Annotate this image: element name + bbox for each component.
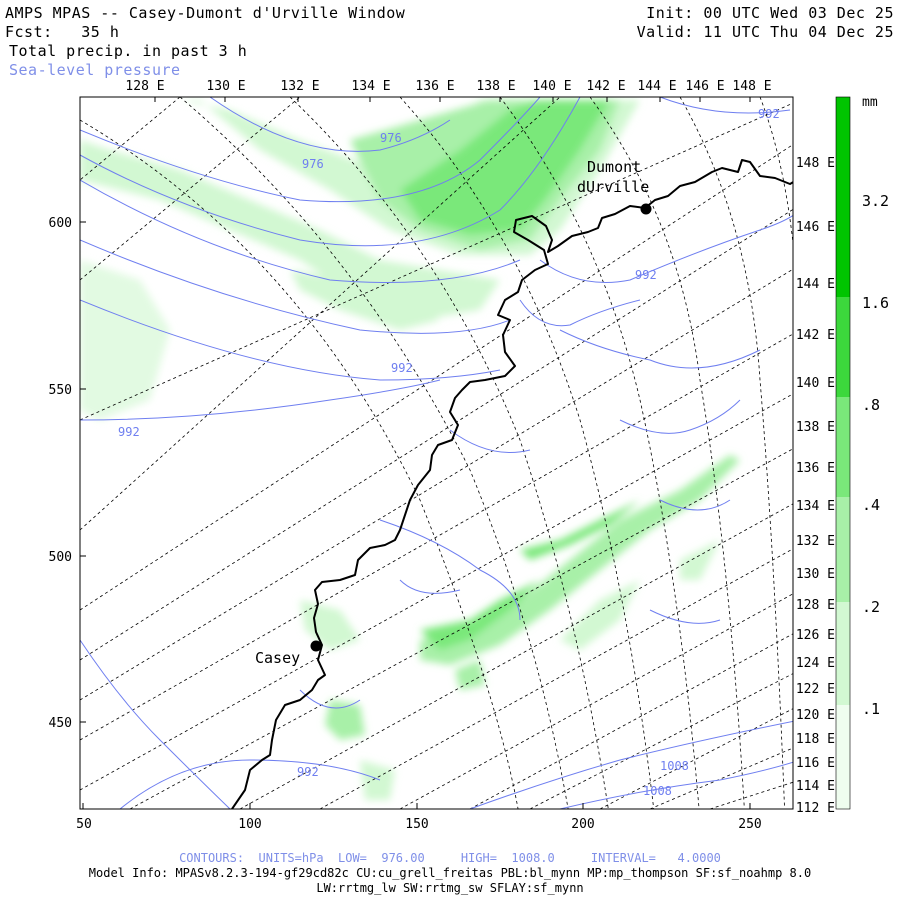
top-longitude-labels: 128 E 130 E 132 E 134 E 136 E 138 E 140 …	[125, 79, 771, 94]
contour-info: CONTOURS: UNITS=hPa LOW= 976.00 HIGH= 10…	[179, 851, 721, 865]
right-lon-label: 142 E	[796, 328, 835, 343]
right-lon-label: 140 E	[796, 376, 835, 391]
y-axis-labels: 600 550 500 450	[49, 216, 72, 731]
top-lon-label: 136 E	[415, 79, 454, 94]
right-lon-label: 130 E	[796, 567, 835, 582]
right-longitude-labels: 148 E 146 E 144 E 142 E 140 E 138 E 136 …	[796, 156, 835, 816]
top-lon-label: 130 E	[206, 79, 245, 94]
right-lon-label: 138 E	[796, 420, 835, 435]
station-marker-icon	[640, 203, 652, 215]
x-tick-label: 50	[76, 817, 92, 832]
map-frame	[79, 96, 794, 810]
top-lon-label: 142 E	[586, 79, 625, 94]
right-lon-label: 126 E	[796, 628, 835, 643]
top-lon-label: 146 E	[685, 79, 724, 94]
legend-unit: mm	[862, 95, 878, 110]
place-label-durville: dUrville	[577, 178, 649, 196]
right-lon-label: 134 E	[796, 499, 835, 514]
contour-label: 976	[380, 131, 402, 145]
fcst-value: 35 h	[81, 23, 120, 41]
right-lon-label: 124 E	[796, 656, 835, 671]
right-lon-label: 136 E	[796, 461, 835, 476]
legend-swatch	[836, 602, 850, 705]
precipitation-field	[80, 100, 740, 800]
right-lon-label: 146 E	[796, 220, 835, 235]
init-time: Init: 00 UTC Wed 03 Dec 25	[646, 4, 894, 22]
contour-label: 992	[297, 765, 319, 779]
map-title: AMPS MPAS -- Casey-Dumont d'Urville Wind…	[5, 4, 406, 22]
x-tick-label: 200	[571, 817, 594, 832]
place-dumont-durville: Dumont dUrville	[577, 158, 652, 215]
legend-swatch	[836, 97, 850, 297]
x-tick-label: 250	[738, 817, 761, 832]
right-lon-label: 112 E	[796, 801, 835, 816]
top-lon-label: 134 E	[351, 79, 390, 94]
top-lon-label: 140 E	[532, 79, 571, 94]
fcst-label: Fcst:	[5, 23, 53, 41]
precip-legend: mm 3.2 1.6 .8 .4 .2 .1	[835, 95, 889, 810]
graticule	[80, 97, 793, 809]
top-lon-label: 128 E	[125, 79, 164, 94]
top-lon-label: 138 E	[476, 79, 515, 94]
right-lon-label: 120 E	[796, 708, 835, 723]
right-lon-label: 114 E	[796, 779, 835, 794]
x-axis-labels: 50 100 150 200 250	[76, 817, 762, 832]
top-lon-label: 132 E	[280, 79, 319, 94]
legend-value: .4	[862, 496, 880, 514]
contour-label: 992	[635, 268, 657, 282]
legend-value: 1.6	[862, 294, 889, 312]
x-tick-label: 100	[238, 817, 261, 832]
contour-label: 992	[758, 107, 780, 121]
contour-label: 1008	[643, 784, 672, 798]
y-tick-label: 550	[49, 383, 72, 398]
station-marker-icon	[310, 640, 322, 652]
init-label: Init:	[646, 4, 694, 22]
legend-value: .8	[862, 396, 880, 414]
legend-swatch	[836, 705, 850, 809]
map-area	[80, 97, 793, 809]
axis-ticks	[80, 97, 751, 809]
top-lon-label: 148 E	[732, 79, 771, 94]
overlay-name: Sea-level pressure	[9, 61, 181, 79]
legend-frame	[835, 96, 851, 810]
legend-swatch	[836, 297, 850, 397]
y-tick-label: 500	[49, 550, 72, 565]
pressure-contours	[80, 97, 793, 809]
legend-swatch	[836, 397, 850, 497]
model-info: Model Info: MPASv8.2.3-194-gf29cd82c CU:…	[88, 866, 812, 880]
model-info-physics: LW:rrtmg_lw SW:rrtmg_sw SFLAY:sf_mynn	[316, 881, 584, 895]
right-lon-label: 116 E	[796, 756, 835, 771]
contour-labels: 976 976 992 992 992 992 992 1008 1008	[118, 107, 780, 798]
right-lon-label: 148 E	[796, 156, 835, 171]
contour-label: 976	[302, 157, 324, 171]
legend-value: .1	[862, 700, 880, 718]
x-tick-label: 150	[405, 817, 428, 832]
y-tick-label: 600	[49, 216, 72, 231]
place-label-casey: Casey	[255, 649, 300, 667]
legend-swatch	[836, 497, 850, 602]
contour-label: 992	[391, 361, 413, 375]
place-label-dumont: Dumont	[587, 158, 641, 176]
field-name: Total precip. in past 3 h	[9, 42, 248, 60]
right-lon-label: 122 E	[796, 682, 835, 697]
right-lon-label: 128 E	[796, 598, 835, 613]
legend-value: 3.2	[862, 192, 889, 210]
right-lon-label: 144 E	[796, 277, 835, 292]
valid-time: Valid: 11 UTC Thu 04 Dec 25	[637, 23, 894, 41]
top-lon-label: 144 E	[637, 79, 676, 94]
y-tick-label: 450	[49, 716, 72, 731]
legend-value: .2	[862, 598, 880, 616]
place-casey: Casey	[255, 640, 322, 667]
contour-label: 1008	[660, 759, 689, 773]
right-lon-label: 132 E	[796, 534, 835, 549]
init-value: 00 UTC Wed 03 Dec 25	[703, 4, 894, 22]
contour-label: 992	[118, 425, 140, 439]
valid-label: Valid:	[636, 23, 694, 41]
forecast-hour: Fcst: 35 h	[5, 23, 119, 41]
right-lon-label: 118 E	[796, 732, 835, 747]
valid-value: 11 UTC Thu 04 Dec 25	[703, 23, 894, 41]
